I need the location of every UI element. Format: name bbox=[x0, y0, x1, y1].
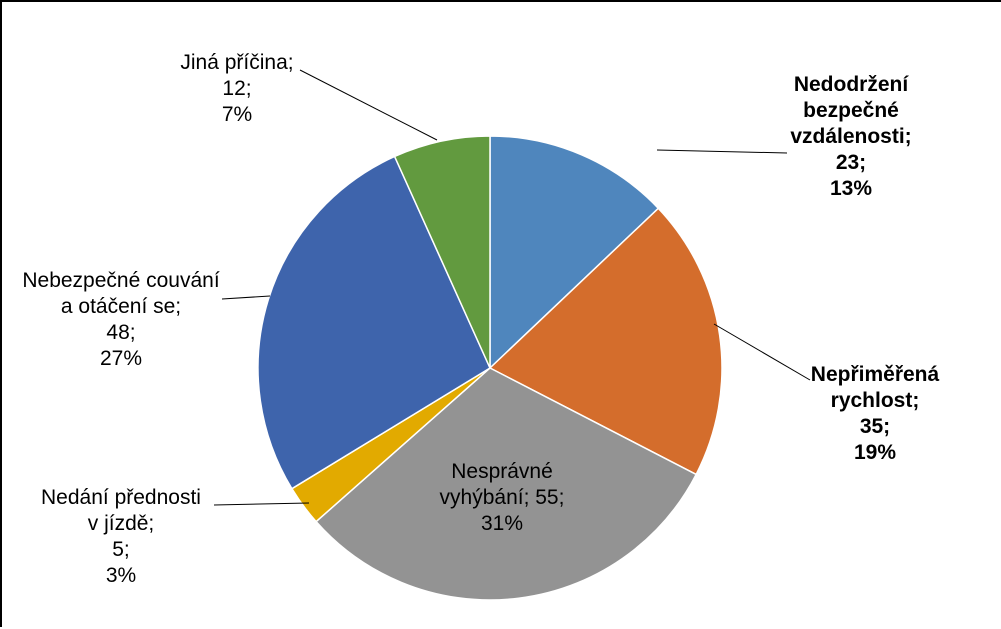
slice-label-line: v jízdě; bbox=[88, 512, 155, 535]
slice-label-line: Jiná příčina; bbox=[180, 51, 293, 74]
slice-label-line: 7% bbox=[222, 103, 252, 126]
slice-label-line: 13% bbox=[830, 177, 872, 200]
slice-label-line: 23; bbox=[836, 151, 866, 174]
slice-label-line: bezpečné bbox=[803, 99, 899, 122]
slice-label-line: Nebezpečné couvání bbox=[22, 269, 219, 292]
slice-label-line: vzdálenosti; bbox=[790, 125, 911, 148]
slice-label-6: Jiná příčina; 12; 7% bbox=[180, 51, 293, 126]
slice-label-5: Nebezpečné couvání a otáčení se; 48; 27% bbox=[22, 269, 219, 370]
slice-label-line: a otáčení se; bbox=[61, 295, 181, 318]
slice-label-line: 12; bbox=[222, 77, 251, 100]
leader-line-4 bbox=[214, 503, 309, 505]
slice-label-1: Nedodržení bezpečné vzdálenosti; 23; 13% bbox=[790, 73, 911, 200]
slice-label-line: 19% bbox=[854, 441, 896, 464]
slice-label-line: Nesprávné bbox=[451, 460, 553, 483]
slice-label-line: Nedání přednosti bbox=[41, 486, 201, 509]
leader-line-5 bbox=[222, 296, 270, 299]
slice-label-4: Nedání přednosti v jízdě; 5; 3% bbox=[41, 486, 201, 587]
slice-label-line: 5; bbox=[112, 538, 130, 561]
slice-label-line: 48; bbox=[106, 321, 135, 344]
slice-label-2: Nepřiměřená rychlost; 35; 19% bbox=[811, 363, 940, 464]
slice-label-line: vyhýbání; 55; bbox=[440, 486, 565, 509]
slice-label-line: 27% bbox=[100, 347, 142, 370]
slice-label-line: Nedodržení bbox=[794, 73, 910, 96]
slice-label-line: 31% bbox=[481, 512, 523, 535]
slice-label-line: rychlost; bbox=[831, 389, 920, 412]
slice-label-line: Nepřiměřená bbox=[811, 363, 940, 386]
slice-label-line: 3% bbox=[106, 564, 136, 587]
slice-label-line: 35; bbox=[860, 415, 890, 438]
leader-line-1 bbox=[657, 150, 787, 153]
leader-line-6 bbox=[300, 70, 437, 140]
leader-line-2 bbox=[714, 324, 810, 380]
